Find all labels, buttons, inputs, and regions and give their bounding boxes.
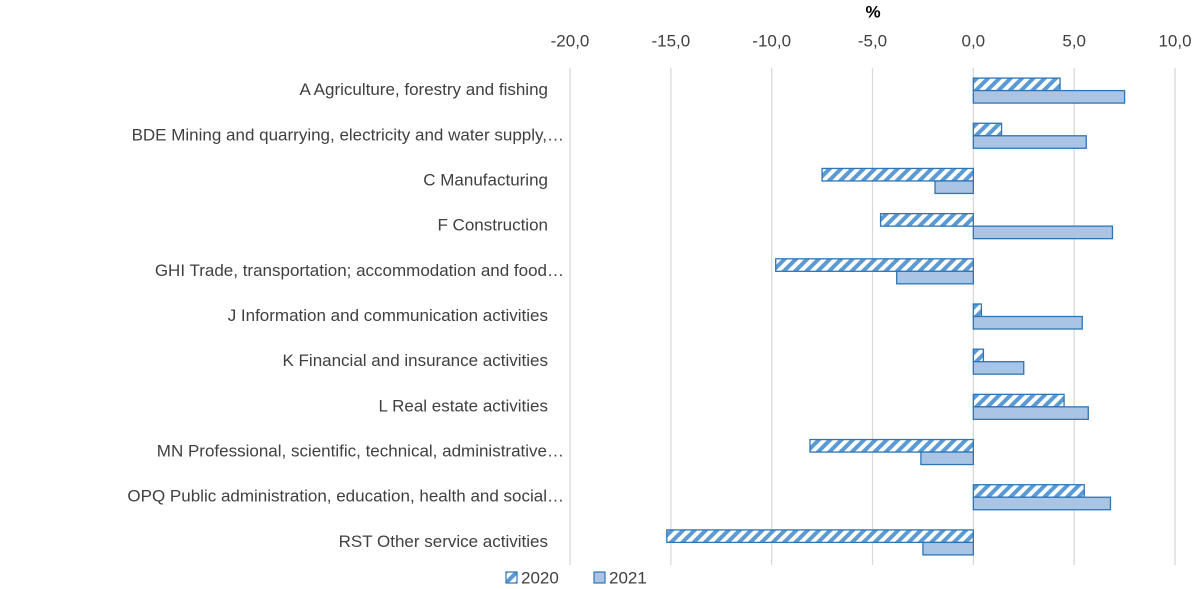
- bar: [934, 180, 974, 195]
- y-tick-label: MN Professional, scientific, technical, …: [157, 442, 564, 461]
- bar: [775, 258, 974, 272]
- x-tick-label: 10,0: [1158, 31, 1191, 50]
- x-tick-label: -10,0: [752, 31, 791, 50]
- y-tick-label: OPQ Public administration, education, he…: [127, 487, 564, 506]
- bar: [972, 303, 983, 318]
- bar: [972, 77, 1061, 92]
- bar: [666, 529, 974, 544]
- y-tick-label: GHI Trade, transportation; accommodation…: [155, 261, 564, 280]
- y-tick-label: BDE Mining and quarrying, electricity an…: [132, 125, 564, 144]
- y-tick-label: F Construction: [437, 216, 548, 235]
- bar: [821, 167, 974, 182]
- y-tick-label: RST Other service activities: [339, 532, 548, 551]
- legend-swatch: [505, 571, 518, 584]
- bar: [972, 135, 1087, 149]
- bar: [896, 270, 974, 285]
- bar: [972, 496, 1112, 511]
- bar: [972, 122, 1003, 137]
- y-tick-label: K Financial and insurance activities: [282, 351, 548, 370]
- bar: [879, 212, 974, 227]
- x-tick-label: 0,0: [962, 31, 986, 50]
- y-tick-label: C Manufacturing: [423, 170, 548, 189]
- x-tick-label: 5,0: [1062, 31, 1086, 50]
- legend-label: 2020: [521, 568, 559, 587]
- bar: [922, 541, 974, 556]
- y-tick-label: J Information and communication activiti…: [228, 306, 548, 325]
- x-tick-label: -15,0: [651, 31, 690, 50]
- legend-label: 2021: [609, 568, 647, 587]
- bar: [809, 438, 974, 453]
- bar: [972, 393, 1065, 408]
- bar: [972, 484, 1085, 498]
- x-tick-label: -20,0: [551, 31, 590, 50]
- bar: [972, 315, 1083, 330]
- y-tick-label: A Agriculture, forestry and fishing: [299, 80, 548, 99]
- bar: [972, 225, 1114, 240]
- bar: [920, 451, 974, 466]
- bar: [972, 361, 1025, 375]
- x-tick-label: -5,0: [858, 31, 887, 50]
- axis-title: %: [865, 2, 880, 21]
- legend-swatch: [593, 571, 606, 584]
- bar: [972, 348, 985, 363]
- y-tick-label: L Real estate activities: [379, 396, 548, 415]
- bar: [972, 406, 1089, 421]
- bar: [972, 89, 1126, 104]
